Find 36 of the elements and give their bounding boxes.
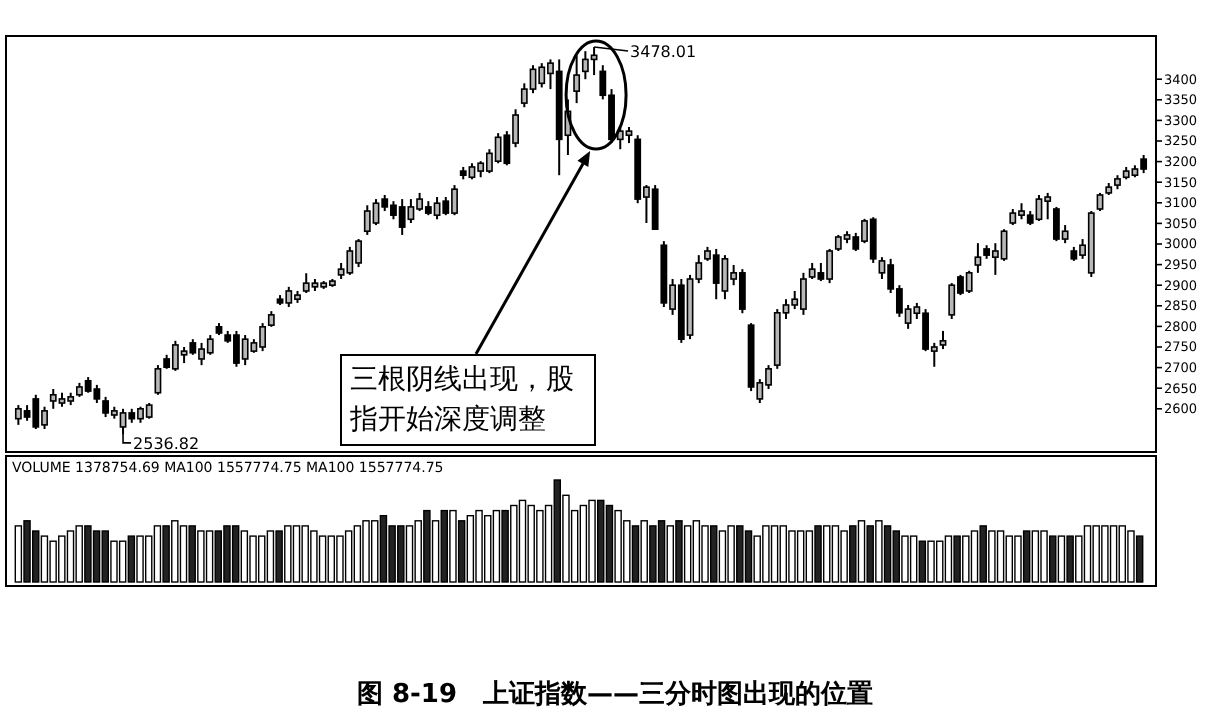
candlestick <box>974 242 982 274</box>
candlestick <box>651 184 659 231</box>
candlestick <box>442 196 450 217</box>
annotation: 3478.01 <box>630 43 697 62</box>
candlestick <box>32 393 40 430</box>
candlestick <box>302 272 310 295</box>
candlestick <box>1035 193 1043 222</box>
candlestick <box>49 388 57 410</box>
candlestick <box>1096 191 1104 213</box>
candlestick <box>206 334 214 356</box>
candlestick <box>538 62 546 89</box>
annotation: 2536.82 <box>133 434 200 453</box>
candlestick <box>738 268 746 315</box>
candlestick <box>433 196 441 221</box>
candlestick <box>346 245 354 276</box>
candlestick <box>939 329 947 351</box>
candlestick <box>102 395 110 419</box>
candlestick <box>363 204 371 236</box>
candlestick <box>1000 228 1008 262</box>
candlestick <box>154 364 162 396</box>
candlestick <box>965 269 973 295</box>
candlestick <box>398 198 406 236</box>
candlestick <box>241 334 249 367</box>
candlestick <box>869 216 877 264</box>
candlestick <box>93 383 101 405</box>
candlestick <box>948 282 956 320</box>
text: 图 8-19 上证指数——三分时图出现的位置 <box>354 678 876 712</box>
candlestick <box>119 407 127 436</box>
candlestick <box>1044 191 1052 221</box>
candlestick <box>494 132 502 165</box>
candlestick <box>285 285 293 309</box>
annotation: 三根阴线出现，股指开始深度调整 <box>340 354 596 446</box>
candlestick <box>712 247 720 301</box>
candlestick <box>573 54 581 105</box>
candlestick <box>407 198 415 224</box>
candlestick <box>372 198 380 227</box>
